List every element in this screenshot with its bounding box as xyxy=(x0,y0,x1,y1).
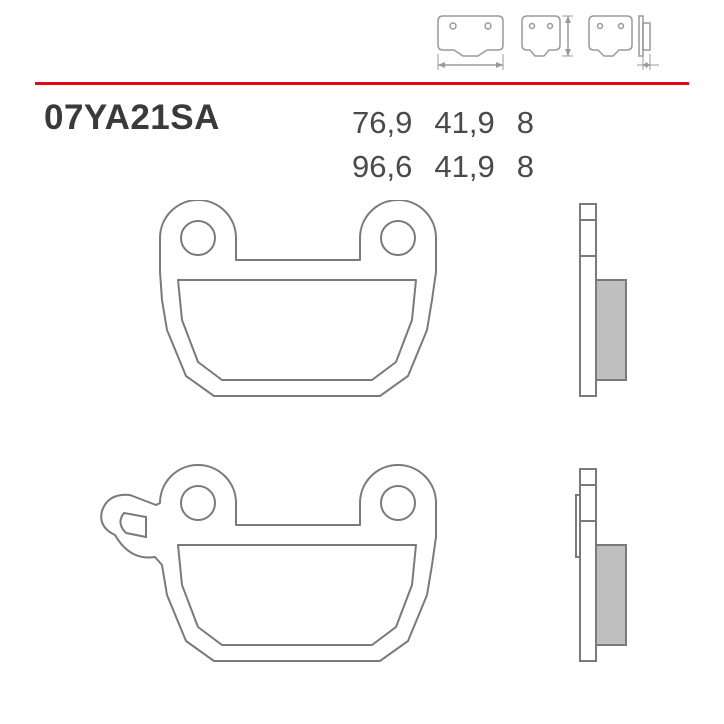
header-dimension-icons xyxy=(433,10,669,72)
dim-cell: 41,9 xyxy=(434,102,514,144)
brake-pad-diagram xyxy=(60,200,664,690)
dim-cell: 8 xyxy=(517,102,534,144)
table-row: 76,9 41,9 8 xyxy=(352,102,534,144)
table-row: 96,6 41,9 8 xyxy=(352,146,534,188)
dim-cell: 76,9 xyxy=(352,102,432,144)
dim-cell: 8 xyxy=(517,146,534,188)
dim-cell: 96,6 xyxy=(352,146,432,188)
header-icon-c xyxy=(587,10,669,72)
divider-red-line xyxy=(35,82,689,85)
dimensions-table: 76,9 41,9 8 96,6 41,9 8 xyxy=(350,100,536,190)
header-icon-a xyxy=(433,10,508,72)
header-icon-b xyxy=(520,10,575,72)
product-code: 07YA21SA xyxy=(44,98,220,138)
dim-cell: 41,9 xyxy=(434,146,514,188)
